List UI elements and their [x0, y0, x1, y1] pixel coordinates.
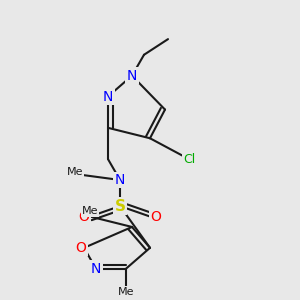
Text: O: O: [76, 241, 86, 255]
Text: O: O: [151, 209, 161, 224]
Text: N: N: [115, 173, 125, 187]
Text: N: N: [103, 89, 113, 103]
Text: Cl: Cl: [183, 153, 195, 166]
Text: Me: Me: [67, 167, 83, 177]
Text: N: N: [91, 262, 101, 276]
Text: S: S: [115, 199, 125, 214]
Text: O: O: [79, 209, 89, 224]
Text: N: N: [127, 69, 137, 83]
Text: Me: Me: [82, 206, 98, 216]
Text: Me: Me: [118, 287, 134, 297]
